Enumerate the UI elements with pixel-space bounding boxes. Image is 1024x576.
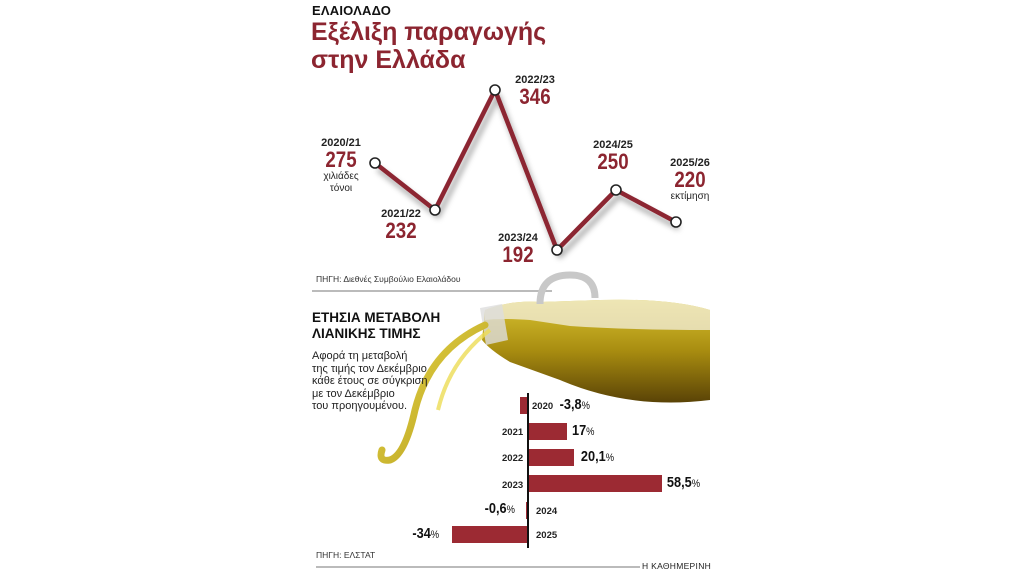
point-2025-26: [670, 216, 682, 228]
olive-oil-bottle-illustration: [377, 271, 710, 464]
page-title: Εξέλιξη παραγωγής στην Ελλάδα: [311, 18, 546, 74]
publisher-brand: Η ΚΑΘΗΜΕΡΙΝΗ: [642, 561, 712, 571]
bar-value-2021: 17%: [571, 422, 595, 439]
bar-2025: [452, 526, 527, 543]
label-2023-24: 2023/24 192: [498, 232, 538, 267]
line-chart-source: ΠΗΓΗ: Διεθνές Συμβούλιο Ελαιολάδου: [316, 274, 461, 284]
label-2020-21: 2020/21 275 χιλιάδες τόνοι: [318, 137, 364, 195]
production-line-chart: [369, 84, 682, 256]
production-line: [373, 87, 678, 253]
label-2021-22: 2021/22 232: [381, 208, 421, 243]
bar-year-2023: 2023: [502, 480, 524, 491]
bar-section-description: Αφορά τη μεταβολή της τιμής τον Δεκέμβρι…: [312, 350, 428, 412]
bar-value-2023: 58,5%: [666, 474, 701, 491]
bar-2023: [529, 475, 662, 492]
bar-chart-source: ΠΗΓΗ: ΕΛΣΤΑΤ: [316, 550, 376, 560]
bar-2020: [520, 397, 527, 414]
bar-value-2024: -0,6%: [484, 500, 515, 517]
label-2024-25: 2024/25 250: [593, 139, 633, 174]
footer-rule: [316, 566, 640, 568]
estimate-note: εκτίμηση: [670, 191, 710, 202]
bar-year-2020: 2020: [532, 401, 554, 412]
bar-value-2020: -3,8%: [559, 396, 590, 413]
point-2020-21: [369, 157, 381, 169]
bar-2021: [529, 423, 567, 440]
point-2022-23: [489, 84, 501, 96]
bar-section-title: ΕΤΗΣΙΑ ΜΕΤΑΒΟΛΗ ΛΙΑΝΙΚΗΣ ΤΙΜΗΣ: [312, 310, 441, 341]
point-2021-22: [429, 204, 441, 216]
bar-2024: [526, 502, 527, 519]
title-line-2: στην Ελλάδα: [311, 46, 466, 74]
label-2025-26: 2025/26 220 εκτίμηση: [666, 157, 714, 203]
divider: [312, 290, 552, 292]
point-2024-25: [610, 184, 622, 196]
kicker: ΕΛΑΙΟΛΑΔΟ: [312, 3, 392, 18]
bar-year-2025: 2025: [536, 530, 558, 541]
bar-axis: [527, 393, 529, 548]
label-2022-23: 2022/23 346: [515, 74, 555, 109]
bar-2022: [529, 449, 574, 466]
bar-year-2024: 2024: [536, 506, 558, 517]
bar-value-2025: -34%: [412, 525, 440, 542]
bar-year-2021: 2021: [502, 427, 524, 438]
point-2023-24: [551, 244, 563, 256]
bar-value-2022: 20,1%: [580, 448, 615, 465]
bar-year-2022: 2022: [502, 453, 524, 464]
title-line-1: Εξέλιξη παραγωγής: [311, 18, 547, 46]
unit-note: χιλιάδες τόνοι: [323, 171, 359, 194]
